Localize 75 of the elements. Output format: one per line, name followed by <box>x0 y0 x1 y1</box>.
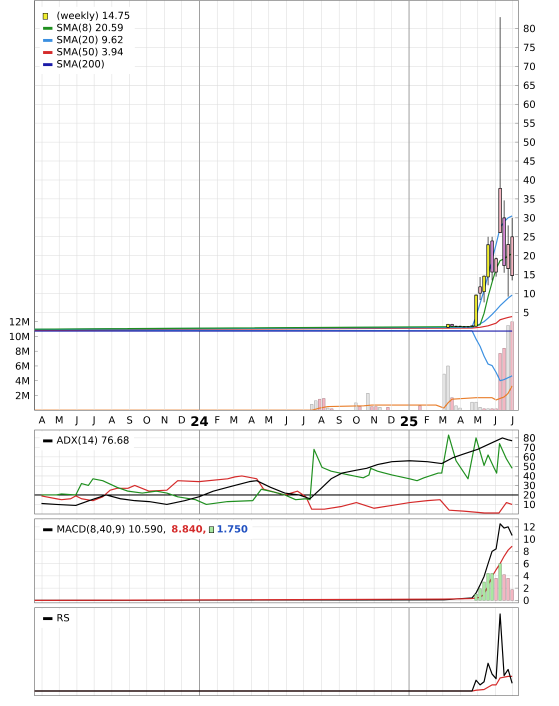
y-tick-label: 80 <box>524 434 536 442</box>
x-tick-label: A <box>38 416 46 424</box>
y-tick-label: 40 <box>524 472 536 480</box>
y-tick-label: 25 <box>524 233 535 241</box>
y-tick-label: 40 <box>524 176 536 184</box>
y-tick-label: 30 <box>524 482 536 490</box>
x-tick-label: J <box>494 416 496 426</box>
x-tick-label: M <box>440 416 446 424</box>
x-tick-label: M <box>474 416 482 424</box>
y-tick-label: 55 <box>524 120 535 127</box>
legend-label: SMA(20) 9.62 <box>57 36 123 44</box>
y-tick-label: 10 <box>524 500 536 508</box>
y-tick-label: 6 <box>524 560 529 568</box>
x-tick-label: A <box>457 416 464 424</box>
y-tick-label: 5 <box>524 308 529 316</box>
legend-label: MACD(8,40,9) 10.590, <box>58 525 166 534</box>
x-tick-label: S <box>127 416 132 424</box>
y-tick-label: 70 <box>524 444 536 452</box>
x-tick-label: F <box>424 416 430 424</box>
y-tick-label: 4 <box>524 572 529 580</box>
y-tick-label: 70 <box>524 62 536 70</box>
y-tick-label: 2 <box>524 584 528 592</box>
x-tick-label: J <box>75 416 78 426</box>
y-tick-label: 10 <box>524 535 536 543</box>
x-tick-label: S <box>336 416 342 424</box>
legend-label: SMA(50) 3.94 <box>57 48 123 57</box>
x-tick-label: F <box>215 416 220 424</box>
y-tick-label: 20 <box>524 491 536 499</box>
x-tick-label: J <box>510 416 514 426</box>
legend-label: (weekly) 14.75 <box>57 11 130 22</box>
x-tick-label: M <box>230 416 238 424</box>
x-tick-label: J <box>302 416 304 426</box>
legend-label: ADX(14) 76.68 <box>56 436 129 445</box>
y-tick-label: 65 <box>524 82 535 90</box>
y2-tick-label: 2M <box>16 392 29 400</box>
x-tick-label: D <box>388 416 395 424</box>
x-tick-label: J <box>92 416 95 426</box>
y-tick-label: 8 <box>524 548 529 556</box>
legend-label: RS <box>58 614 70 622</box>
y-tick-label: 60 <box>524 453 536 461</box>
y-tick-label: 30 <box>524 214 536 222</box>
y2-tick-label: 10M <box>10 332 29 340</box>
legend-label: SMA(200) <box>57 60 104 69</box>
y-tick-label: 75 <box>524 44 535 52</box>
y-tick-label: 45 <box>524 157 535 165</box>
y2-tick-label: 6M <box>16 362 29 370</box>
x-tick-label: M <box>266 416 272 424</box>
x-tick-label: J <box>284 416 288 426</box>
legend-label: 1.750 <box>218 525 248 533</box>
y-tick-label: 20 <box>524 252 536 260</box>
y-tick-label: 12 <box>524 523 535 531</box>
y-tick-label: 0 <box>524 596 529 604</box>
legend-label: SMA(8) 20.59 <box>57 24 123 32</box>
x-tick-label: N <box>162 416 168 424</box>
x-tick-label: A <box>108 416 116 424</box>
x-tick-label: M <box>56 416 63 424</box>
y-tick-label: 15 <box>524 271 535 278</box>
x-tick-label: A <box>248 416 255 424</box>
y2-tick-label: 8M <box>16 347 29 355</box>
y-tick-label: 50 <box>524 462 536 470</box>
y2-tick-label: 12M <box>10 318 29 326</box>
y2-tick-label: 4M <box>16 377 29 384</box>
x-tick-label: A <box>318 416 325 424</box>
x-tick-label: N <box>371 416 377 424</box>
y-tick-label: 10 <box>524 290 536 298</box>
x-tick-label: O <box>144 416 150 424</box>
x-tick-label: 24 <box>191 416 208 426</box>
x-tick-label: D <box>178 416 185 424</box>
y-tick-label: 35 <box>524 195 535 203</box>
y-tick-label: 60 <box>524 100 536 108</box>
y-tick-label: 50 <box>524 138 536 146</box>
x-tick-label: O <box>353 416 360 424</box>
y-tick-label: 80 <box>524 24 536 32</box>
x-tick-label: 25 <box>400 416 418 426</box>
text: 8.840, <box>172 525 206 534</box>
